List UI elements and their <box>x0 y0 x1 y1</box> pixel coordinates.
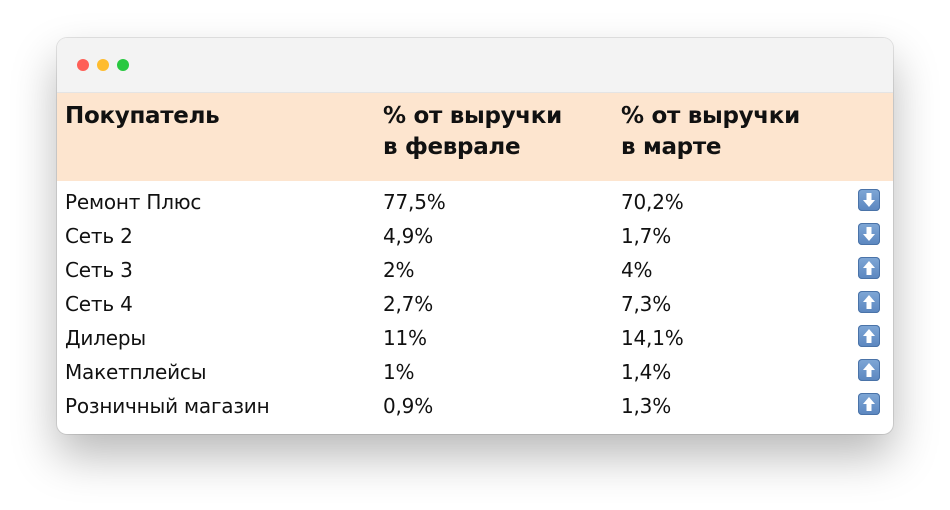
table-row: Макетплейсы 1% 1,4% <box>57 355 893 389</box>
minimize-button[interactable] <box>97 59 109 71</box>
buyer-cell: Макетплейсы <box>65 360 207 384</box>
table-row: Сеть 3 2% 4% <box>57 253 893 287</box>
feb-cell: 77,5% <box>383 190 446 214</box>
table-row: Ремонт Плюс 77,5% 70,2% <box>57 185 893 219</box>
mar-cell: 1,4% <box>621 360 672 384</box>
down-arrow-icon <box>858 223 880 245</box>
buyer-cell: Ремонт Плюс <box>65 190 202 214</box>
table-row: Дилеры 11% 14,1% <box>57 321 893 355</box>
table-row: Сеть 2 4,9% 1,7% <box>57 219 893 253</box>
table-row: Сеть 4 2,7% 7,3% <box>57 287 893 321</box>
close-button[interactable] <box>77 59 89 71</box>
buyer-cell: Сеть 3 <box>65 258 133 282</box>
up-arrow-icon <box>858 291 880 313</box>
feb-cell: 4,9% <box>383 224 434 248</box>
mar-cell: 14,1% <box>621 326 684 350</box>
table-body: Ремонт Плюс 77,5% 70,2% Сеть 2 4,9% 1,7%… <box>57 181 893 423</box>
mar-cell: 4% <box>621 258 653 282</box>
up-arrow-icon <box>858 325 880 347</box>
mar-cell: 1,3% <box>621 394 672 418</box>
title-bar <box>57 38 893 93</box>
header-feb-revenue: % от выручки в феврале <box>383 103 562 160</box>
feb-cell: 2% <box>383 258 415 282</box>
feb-cell: 1% <box>383 360 415 384</box>
up-arrow-icon <box>858 393 880 415</box>
zoom-button[interactable] <box>117 59 129 71</box>
mar-cell: 70,2% <box>621 190 684 214</box>
buyer-cell: Розничный магазин <box>65 394 270 418</box>
mar-cell: 1,7% <box>621 224 672 248</box>
feb-cell: 0,9% <box>383 394 434 418</box>
feb-cell: 11% <box>383 326 427 350</box>
buyer-cell: Сеть 2 <box>65 224 133 248</box>
up-arrow-icon <box>858 359 880 381</box>
mar-cell: 7,3% <box>621 292 672 316</box>
header-buyer: Покупатель <box>65 103 220 129</box>
table-row: Розничный магазин 0,9% 1,3% <box>57 389 893 423</box>
table-header: Покупатель % от выручки в феврале % от в… <box>57 93 893 181</box>
header-mar-revenue: % от выручки в марте <box>621 103 800 160</box>
feb-cell: 2,7% <box>383 292 434 316</box>
buyer-cell: Дилеры <box>65 326 146 350</box>
up-arrow-icon <box>858 257 880 279</box>
app-window: Покупатель % от выручки в феврале % от в… <box>57 38 893 434</box>
down-arrow-icon <box>858 189 880 211</box>
buyer-cell: Сеть 4 <box>65 292 133 316</box>
